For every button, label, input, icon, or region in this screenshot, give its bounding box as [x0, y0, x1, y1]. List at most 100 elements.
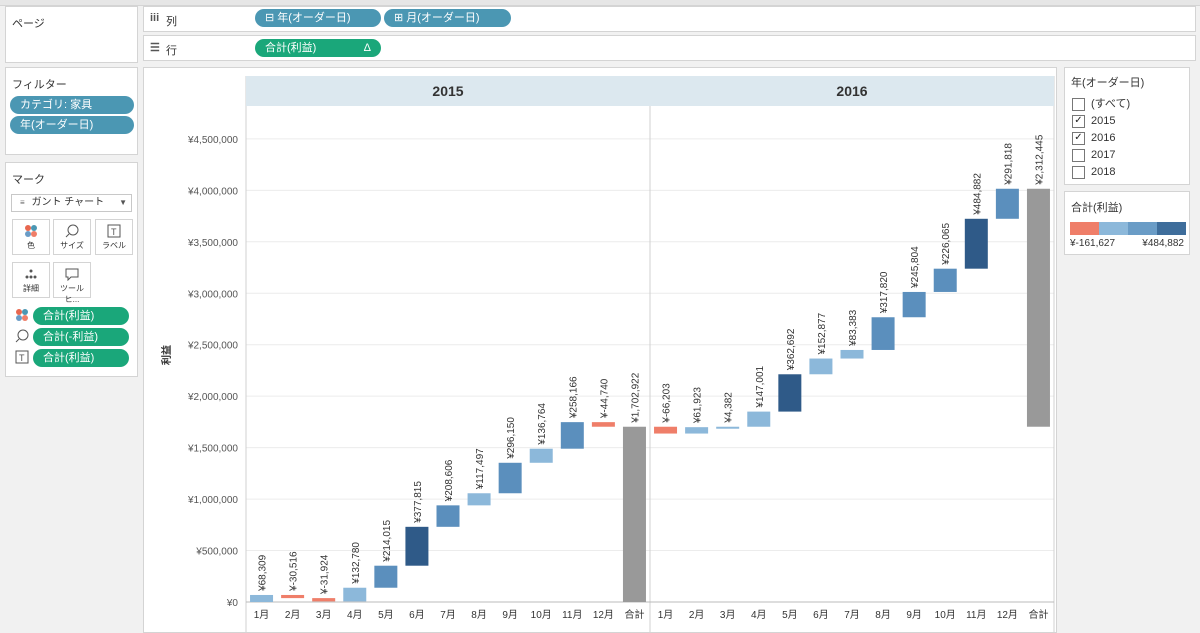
y-tick-label: ¥1,000,000 [187, 495, 238, 506]
checkbox-checked-icon[interactable]: ✓ [1072, 131, 1085, 145]
mark-type-dropdown[interactable]: ≡ ガント チャート ▼ [11, 194, 132, 212]
pages-shelf[interactable]: ページ [5, 6, 138, 63]
size-button[interactable]: サイズ [53, 219, 91, 255]
year-option-2017[interactable]: 2017 [1072, 147, 1115, 163]
rows-pill-label: 合計(利益) [265, 42, 317, 54]
panel-header [650, 76, 1054, 106]
bar-data-label: ¥68,309 [258, 554, 269, 592]
bar-data-label: ¥132,780 [351, 542, 362, 585]
bar-data-label: ¥-66,203 [662, 383, 673, 424]
columns-pill-month[interactable]: ⊞ 月(オーダー日) [384, 9, 511, 27]
bar-data-label: ¥484,882 [972, 173, 983, 216]
y-tick-label: ¥500,000 [195, 547, 238, 558]
waterfall-bar [778, 374, 802, 412]
waterfall-bar [498, 462, 522, 494]
tooltip-icon [54, 267, 90, 282]
waterfall-bar [591, 422, 615, 427]
x-tick-label: 8月 [471, 609, 487, 621]
svg-text:T: T [19, 353, 25, 363]
x-tick-label: 4月 [751, 609, 767, 621]
marks-field-color[interactable]: 合計(利益) [33, 307, 129, 325]
x-tick-label: 11月 [966, 609, 986, 621]
bar-data-label: ¥362,692 [786, 328, 797, 371]
checkbox-icon[interactable] [1072, 148, 1085, 162]
waterfall-bar [467, 493, 491, 506]
legend-swatch [1128, 222, 1157, 235]
waterfall-bar [405, 526, 429, 566]
year-option-2016[interactable]: ✓ 2016 [1072, 130, 1115, 146]
year-option-2015[interactable]: ✓ 2015 [1072, 113, 1115, 129]
bar-data-label: ¥291,818 [1003, 143, 1014, 186]
waterfall-bar [1026, 188, 1050, 427]
tooltip-button[interactable]: ツールヒ... [53, 262, 91, 304]
x-tick-label: 9月 [502, 609, 518, 621]
waterfall-bar [871, 317, 895, 350]
x-tick-label: 12月 [593, 609, 614, 621]
waterfall-bar [560, 422, 584, 449]
x-tick-label: 12月 [997, 609, 1018, 621]
x-tick-label: 6月 [813, 609, 829, 621]
x-tick-label: 7月 [844, 609, 860, 621]
detail-icon [13, 267, 49, 281]
marks-field-size[interactable]: 合計(-利益) [33, 328, 129, 346]
bar-data-label: ¥245,804 [910, 246, 921, 289]
waterfall-bar [747, 411, 771, 427]
chart-area[interactable]: ¥0 ¥500,000 ¥1,000,000 ¥1,500,000 ¥2,000,000… [143, 67, 1057, 633]
columns-label: 列 [166, 16, 177, 28]
x-tick-label: 2月 [285, 609, 301, 621]
legend-swatch [1070, 222, 1099, 235]
svg-text:T: T [111, 227, 117, 237]
panel-header-label: 2016 [836, 83, 867, 99]
color-button[interactable]: 色 [12, 219, 50, 255]
y-tick-label: ¥2,000,000 [187, 392, 238, 403]
filter-pill-year[interactable]: 年(オーダー日) [10, 116, 134, 134]
label-button[interactable]: T ラベル [95, 219, 133, 255]
gantt-icon: ≡ [20, 198, 25, 207]
bar-data-label: ¥226,065 [941, 223, 952, 266]
x-tick-label: 3月 [720, 609, 736, 621]
filters-title: フィルター [12, 79, 67, 91]
waterfall-bar [436, 505, 460, 527]
bar-data-label: ¥317,820 [879, 271, 890, 314]
x-tick-label: 6月 [409, 609, 425, 621]
y-tick-label: ¥4,500,000 [187, 135, 238, 146]
waterfall-chart: ¥0 ¥500,000 ¥1,000,000 ¥1,500,000 ¥2,000,000… [160, 76, 1055, 632]
label-icon: T [96, 224, 132, 238]
bar-data-label: ¥2,312,445 [1034, 134, 1045, 185]
waterfall-bar [343, 587, 367, 602]
y-tick-label: ¥1,500,000 [187, 444, 238, 455]
legend-color-ramp [1070, 222, 1186, 235]
filter-pill-category[interactable]: カテゴリ: 家具 [10, 96, 134, 114]
rows-label: 行 [166, 45, 177, 57]
y-tick-label: ¥3,000,000 [187, 289, 238, 300]
checkbox-checked-icon[interactable]: ✓ [1072, 114, 1085, 128]
label-icon: T [15, 350, 29, 367]
checkbox-icon[interactable] [1072, 97, 1085, 111]
year-option-all[interactable]: (すべて) [1072, 96, 1130, 112]
x-tick-label: 11月 [562, 609, 582, 621]
rows-icon: ☰ [150, 42, 160, 54]
x-tick-label: 5月 [378, 609, 394, 621]
y-axis-title: 利益 [160, 345, 173, 365]
x-tick-label: 2月 [689, 609, 705, 621]
top-strip [0, 0, 1200, 6]
bar-data-label: ¥4,382 [724, 392, 735, 424]
waterfall-bar [995, 188, 1019, 219]
y-tick-label: ¥3,500,000 [187, 238, 238, 249]
columns-pill-year[interactable]: ⊟ 年(オーダー日) [255, 9, 381, 27]
bar-data-label: ¥-31,924 [320, 554, 331, 595]
checkbox-icon[interactable] [1072, 165, 1085, 179]
y-tick-label: ¥4,000,000 [187, 186, 238, 197]
bar-data-label: ¥214,015 [382, 520, 393, 563]
waterfall-bar [902, 291, 926, 318]
x-tick-label: 合計 [624, 608, 644, 621]
waterfall-bar [529, 448, 553, 463]
bar-data-label: ¥-44,740 [599, 378, 610, 419]
detail-button[interactable]: 詳細 [12, 262, 50, 298]
marks-field-label[interactable]: 合計(利益) [33, 349, 129, 367]
rows-pill-profit[interactable]: 合計(利益) Δ [255, 39, 381, 57]
legend-swatch [1157, 222, 1186, 235]
x-tick-label: 1月 [254, 609, 270, 621]
year-option-2018[interactable]: 2018 [1072, 164, 1115, 180]
year-filter-title: 年(オーダー日) [1071, 77, 1145, 89]
